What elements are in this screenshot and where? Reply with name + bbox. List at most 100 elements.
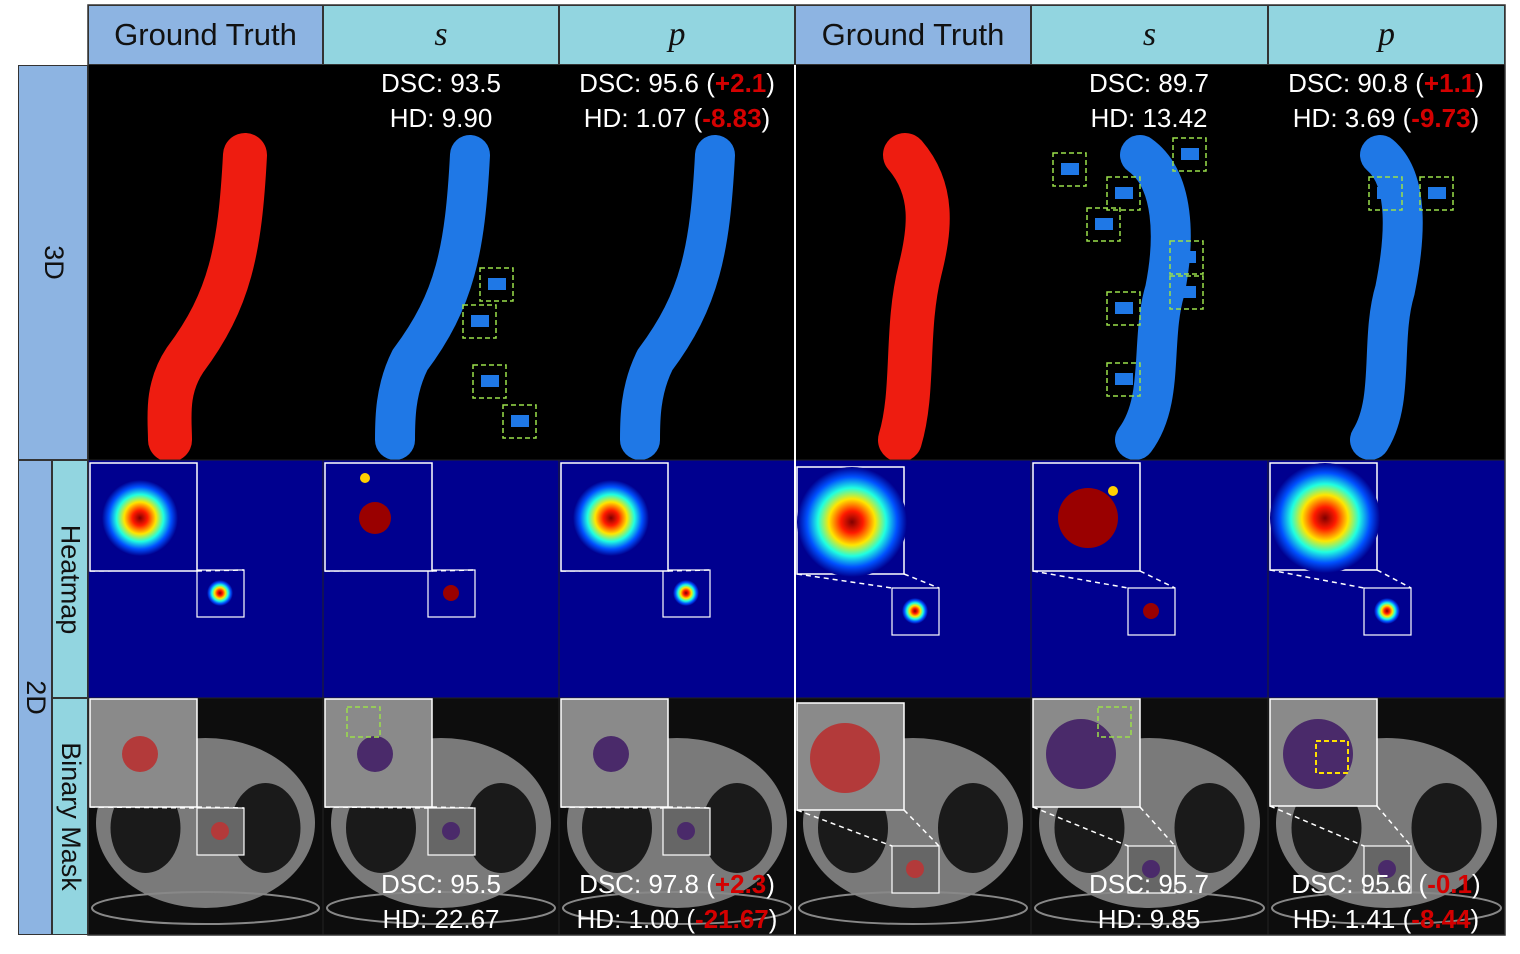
artifact-blob xyxy=(1377,187,1395,199)
metric-delta: +2.3 xyxy=(706,869,775,899)
mask-region xyxy=(906,860,924,878)
row-label-text: Heatmap xyxy=(55,524,86,634)
metric-line: DSC: 95.5 xyxy=(323,867,559,902)
heatmap-peak xyxy=(1270,463,1380,573)
heatmap-blob xyxy=(359,502,391,534)
mask-region xyxy=(810,723,880,793)
heatmap-peak xyxy=(207,580,233,606)
zoom-connector xyxy=(796,573,893,589)
artifact-blob xyxy=(1115,302,1133,314)
ct-table xyxy=(91,891,320,925)
metric-line: HD: 22.67 xyxy=(323,902,559,937)
metric-line: DSC: 89.7 xyxy=(1031,66,1267,101)
column-header-text: s xyxy=(1142,16,1157,53)
column-header: p xyxy=(559,5,795,65)
artifact-blob xyxy=(511,415,529,427)
column-header: p xyxy=(1268,5,1505,65)
metric-line-text: DSC: 95.7 xyxy=(1089,869,1209,899)
heatmap-peak xyxy=(102,480,178,556)
artifact-blob xyxy=(1178,251,1196,263)
column-header-text: p xyxy=(1378,16,1395,53)
metric-line-text: DSC: 93.5 xyxy=(381,68,501,98)
heatmap-peak xyxy=(797,467,907,577)
vessel-render xyxy=(147,133,267,462)
artifact-blob xyxy=(1181,148,1199,160)
heatmap-artifact xyxy=(1108,486,1118,496)
mask-region xyxy=(211,822,229,840)
metric-line-text: HD: 3.69 xyxy=(1292,103,1396,133)
vessel-render xyxy=(620,135,735,460)
highlight-box xyxy=(1106,362,1141,397)
ct-lung xyxy=(1174,783,1245,873)
mask-region xyxy=(357,736,393,772)
zoom-connector xyxy=(431,806,476,809)
zoom-connector xyxy=(1269,805,1365,847)
zoom-connector xyxy=(667,569,711,572)
highlight-box xyxy=(1052,152,1087,187)
row-label: 3D xyxy=(18,65,88,460)
highlight-box xyxy=(502,404,537,439)
highlight-box xyxy=(1106,291,1141,326)
zoom-connector xyxy=(1269,569,1365,589)
column-header-text: s xyxy=(434,16,448,53)
zoom-connector xyxy=(796,809,893,847)
vessel-render xyxy=(878,133,950,462)
highlight-box xyxy=(1086,207,1121,242)
zoom-connector xyxy=(1139,570,1176,589)
artifact-blob xyxy=(1428,187,1446,199)
heatmap-artifact xyxy=(360,473,370,483)
metric-line-text: HD: 9.85 xyxy=(1097,904,1201,934)
ct-lung xyxy=(230,783,301,873)
mask-region xyxy=(593,736,629,772)
heatmap-blob xyxy=(1143,603,1159,619)
artifact-blob xyxy=(471,315,489,327)
zoom-connector xyxy=(1376,569,1412,589)
zoom-connector xyxy=(196,806,245,809)
mask-region xyxy=(1378,860,1396,878)
metric-line-text: DSC: 90.8 xyxy=(1288,68,1409,98)
metric-line: HD: 3.69 -9.73 xyxy=(1268,101,1504,136)
vessel-render xyxy=(1115,135,1191,460)
metric-line-text: DSC: 89.7 xyxy=(1089,68,1209,98)
heatmap-blob xyxy=(443,585,459,601)
column-header-text: p xyxy=(668,16,686,53)
highlight-box xyxy=(472,364,507,399)
metric-line-text: HD: 1.41 xyxy=(1292,904,1396,934)
artifact-blob xyxy=(481,375,499,387)
metric-line: DSC: 95.6 -0.1 xyxy=(1268,867,1504,902)
metric-delta: -9.73 xyxy=(1403,103,1480,133)
panel-3d xyxy=(88,65,1505,460)
artifact-blob xyxy=(1061,163,1079,175)
row-label-text: 3D xyxy=(38,245,69,280)
highlight-box xyxy=(346,706,381,738)
highlight-box xyxy=(1315,740,1349,774)
metric-delta: -8.44 xyxy=(1403,904,1480,934)
metric-delta: +2.1 xyxy=(706,68,775,98)
column-header: s xyxy=(323,5,559,65)
metric-line-text: HD: 9.90 xyxy=(389,103,493,133)
metric-line: HD: 9.90 xyxy=(323,101,559,136)
vessel-render xyxy=(1350,135,1423,460)
column-header-text: Ground Truth xyxy=(821,17,1005,52)
ct-lung xyxy=(466,783,536,873)
zoom-connector xyxy=(903,573,940,589)
heatmap-peak xyxy=(1374,598,1400,624)
ct-table xyxy=(326,891,556,925)
metric-line-text: HD: 1.00 xyxy=(576,904,680,934)
zoom-connector xyxy=(667,806,711,809)
metric-line-text: DSC: 97.8 xyxy=(579,869,700,899)
metric-line: DSC: 90.8 +1.1 xyxy=(1268,66,1504,101)
zoom-connector xyxy=(1032,806,1129,847)
metric-line-text: HD: 13.42 xyxy=(1090,103,1208,133)
heatmap-peak xyxy=(902,598,928,624)
metric-line-text: HD: 1.07 xyxy=(583,103,687,133)
heatmap-zoom-box xyxy=(1363,587,1412,636)
mask-region xyxy=(677,822,695,840)
metric-line: DSC: 97.8 +2.3 xyxy=(559,867,795,902)
column-header-text: Ground Truth xyxy=(114,17,297,52)
metric-line: DSC: 95.7 xyxy=(1031,867,1267,902)
metric-line: HD: 1.07 -8.83 xyxy=(559,101,795,136)
metric-line: HD: 1.41 -8.44 xyxy=(1268,902,1504,937)
